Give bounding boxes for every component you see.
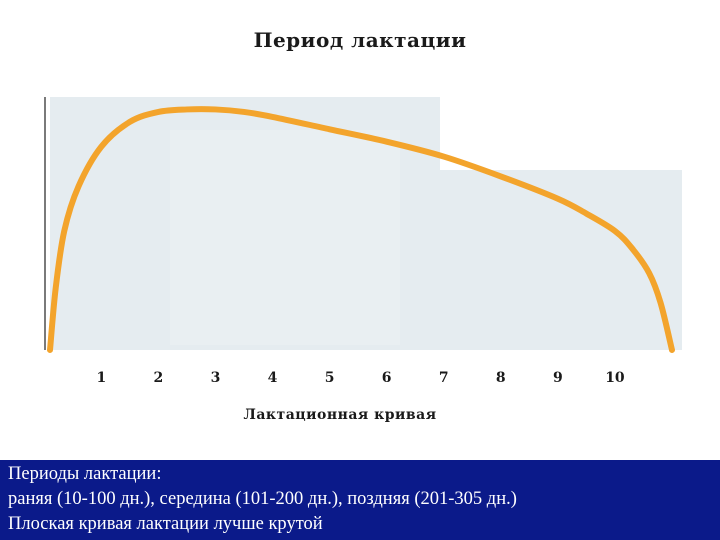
- x-tick-label-6: 6: [382, 370, 392, 386]
- x-tick-label-5: 5: [325, 370, 335, 386]
- x-tick-label-10: 10: [605, 370, 625, 386]
- caption-box: Периоды лактации: раняя (10-100 дн.), се…: [0, 460, 720, 540]
- x-tick-label-9: 9: [553, 370, 563, 386]
- caption-conclusion: Плоская кривая лактации лучше крутой: [8, 514, 323, 534]
- x-tick-labels: 1 2 3 4 5 6 7 8 9 10: [96, 370, 624, 386]
- caption-heading: Периоды лактации:: [8, 464, 162, 484]
- x-tick-label-8: 8: [496, 370, 506, 386]
- plot-background-inner: [170, 130, 400, 345]
- series-layer: [47, 106, 675, 353]
- x-tick-label-4: 4: [268, 370, 278, 386]
- x-tick-label-7: 7: [439, 370, 449, 386]
- lactation-chart: 1 2 3 4 5 6 7 8 9 10: [44, 97, 682, 386]
- x-tick-label-2: 2: [154, 370, 164, 386]
- x-tick-label-3: 3: [211, 370, 221, 386]
- x-axis-label: Лактационная кривая: [243, 407, 437, 423]
- chart-title: Период лактации: [253, 28, 467, 52]
- caption-periods: раняя (10-100 дн.), середина (101-200 дн…: [8, 489, 517, 509]
- series-line-0: [47, 106, 675, 353]
- x-tick-label-1: 1: [96, 370, 106, 386]
